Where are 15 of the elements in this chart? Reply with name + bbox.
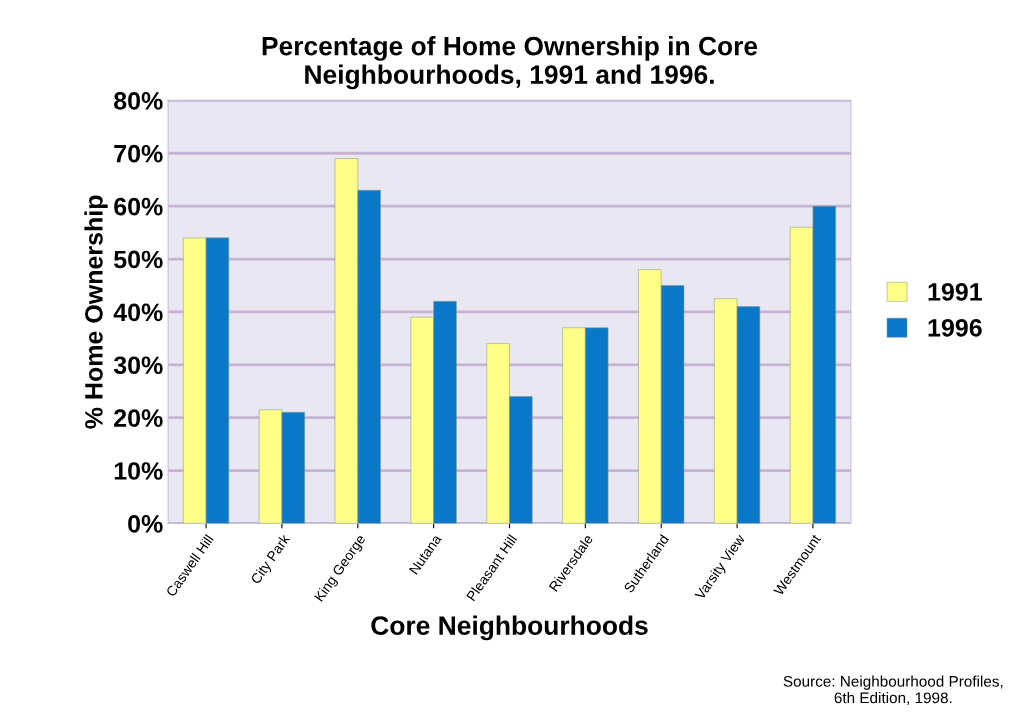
y-tick-label: 60%	[114, 197, 163, 216]
source-note: Source: Neighbourhood Profiles, 6th Edition, 1998.	[783, 675, 1003, 706]
x-axis-title: Core Neighbourhoods	[371, 615, 648, 641]
y-tick-label: 80%	[114, 91, 163, 110]
y-tick-label: 50%	[114, 250, 163, 269]
y-tick-label: 10%	[114, 462, 163, 480]
y-tick-label: 70%	[114, 144, 163, 163]
y-axis-title: % Home Ownership	[84, 195, 108, 429]
y-tick-label: 30%	[113, 356, 163, 375]
chart-title: Percentage of Home Ownership in Core Neighbourhoods, 1991 and 1996.	[262, 36, 758, 90]
y-tick-label: 40%	[113, 303, 163, 322]
legend-label: 1991	[928, 283, 982, 301]
y-tick-label: 20%	[114, 409, 163, 427]
legend-label: 1996	[928, 318, 982, 337]
y-tick-label: 0%	[128, 515, 163, 533]
